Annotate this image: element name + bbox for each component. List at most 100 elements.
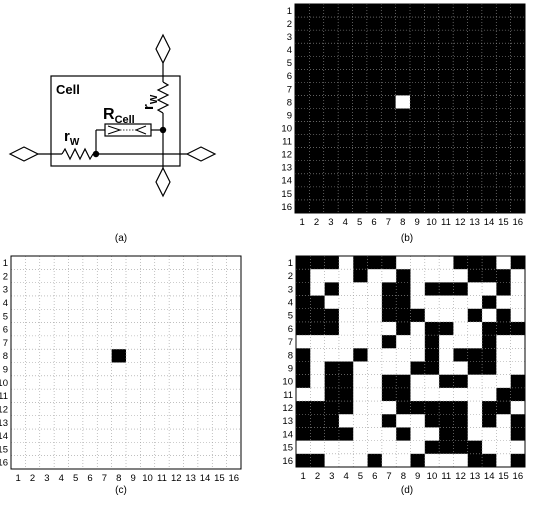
heatmap-cell-d-r5-c12 <box>453 308 469 323</box>
heatmap-cell-c-r7-c14 <box>197 335 213 350</box>
heatmap-cell-c-r10-c7 <box>97 375 112 390</box>
heatmap-cell-d-r2-c9 <box>410 269 426 283</box>
heatmap-cell-d-r12-c10 <box>424 401 440 415</box>
heatmap-cell-c-r14-c5 <box>68 429 84 443</box>
heatmap-cell-b-r4-c6 <box>366 43 382 57</box>
heatmap-cell-b-r8-c6 <box>366 95 382 109</box>
heatmap-cell-c-r13-c15 <box>212 415 227 430</box>
y-tick-label-c: 9 <box>3 365 8 376</box>
heatmap-cell-d-r10-c10 <box>424 374 440 389</box>
heatmap-cell-b-r7-c4 <box>338 82 353 96</box>
heatmap-cell-b-r4-c1 <box>295 43 310 57</box>
heatmap-cell-d-r2-c10 <box>424 269 440 283</box>
heatmap-cell-d-r7-c9 <box>410 335 426 349</box>
heatmap-cell-c-r3-c10 <box>140 282 156 297</box>
heatmap-cell-b-r4-c2 <box>309 43 325 57</box>
heatmap-cell-d-r3-c3 <box>324 282 340 296</box>
heatmap-cell-d-r6-c14 <box>482 321 497 336</box>
heatmap-cell-b-r4-c13 <box>467 43 483 57</box>
heatmap-cell-c-r9-c13 <box>183 362 199 377</box>
heatmap-cell-b-r10-c4 <box>338 121 353 135</box>
heatmap-cell-d-r4-c10 <box>424 295 440 310</box>
heatmap-cell-b-r10-c7 <box>381 121 396 135</box>
heatmap-cell-c-r11-c1 <box>11 389 26 403</box>
heatmap-cell-d-r8-c15 <box>496 348 511 362</box>
heatmap-cell-b-r2-c14 <box>481 17 497 31</box>
heatmap-cell-b-r9-c13 <box>467 108 483 122</box>
heatmap-cell-b-r14-c4 <box>338 173 353 188</box>
y-tick-label-d: 9 <box>288 363 293 374</box>
x-tick-label-c: 12 <box>171 473 182 484</box>
heatmap-cell-d-r10-c16 <box>510 374 526 389</box>
rw-vertical-resistor <box>156 81 170 114</box>
heatmap-cell-c-r11-c15 <box>212 389 227 403</box>
heatmap-cell-d-r16-c2 <box>310 453 325 468</box>
x-tick-label-d: 12 <box>455 471 466 482</box>
heatmap-cell-c-r13-c12 <box>169 415 184 430</box>
circuit-diagram: Cell rW rW RCell <box>8 33 217 198</box>
heatmap-cell-c-r10-c12 <box>169 375 184 390</box>
heatmap-cell-c-r2-c15 <box>212 269 227 283</box>
heatmap-cell-b-r3-c9 <box>410 30 425 44</box>
heatmap-cell-d-r16-c9 <box>410 453 426 468</box>
heatmap-cell-c-r16-c9 <box>126 455 141 470</box>
heatmap-cell-c-r9-c16 <box>226 362 242 377</box>
heatmap-cell-d-r11-c5 <box>353 387 368 402</box>
heatmap-cell-b-r14-c6 <box>366 173 382 188</box>
x-tick-label-c: 2 <box>30 473 35 484</box>
heatmap-cell-c-r16-c7 <box>97 455 112 470</box>
heatmap-cell-d-r14-c11 <box>439 427 454 441</box>
heatmap-cell-c-r5-c13 <box>183 309 199 323</box>
heatmap-cell-d-r7-c6 <box>367 335 383 349</box>
heatmap-cell-b-r13-c4 <box>338 160 353 175</box>
panel-label-b: (b) <box>401 233 413 244</box>
heatmap-cell-c-r15-c1 <box>11 442 26 456</box>
heatmap-cell-b-r4-c11 <box>438 43 454 57</box>
heatmap-cell-c-r11-c4 <box>54 389 69 403</box>
heatmap-cell-b-r10-c9 <box>410 121 425 135</box>
heatmap-cell-d-r1-c4 <box>338 256 354 270</box>
heatmap-cell-d-r13-c10 <box>424 414 440 428</box>
heatmap-cell-d-r13-c2 <box>310 414 325 428</box>
heatmap-cell-b-r8-c7 <box>381 95 396 109</box>
heatmap-cell-c-r5-c3 <box>39 309 55 323</box>
heatmap-cell-b-r2-c9 <box>410 17 425 31</box>
y-tick-label-b: 10 <box>281 123 292 134</box>
heatmap-cell-b-r2-c1 <box>295 17 310 31</box>
heatmap-cell-b-r16-c9 <box>410 199 425 214</box>
heatmap-cell-b-r6-c5 <box>352 69 368 83</box>
heatmap-cell-b-r15-c7 <box>381 186 396 201</box>
heatmap-cell-b-r5-c12 <box>453 56 468 70</box>
heatmap-cell-d-r3-c9 <box>410 282 426 296</box>
heatmap-cell-c-r9-c11 <box>154 362 170 377</box>
x-tick-label-b: 6 <box>371 217 376 228</box>
heatmap-cell-c-r6-c10 <box>140 322 156 337</box>
y-tick-label-c: 5 <box>3 311 8 322</box>
heatmap-cell-b-r16-c15 <box>496 199 511 214</box>
y-tick-label-d: 10 <box>282 377 293 388</box>
heatmap-cell-d-r14-c4 <box>338 427 354 441</box>
heatmap-cell-d-r1-c10 <box>424 256 440 270</box>
heatmap-cell-b-r10-c1 <box>295 121 310 135</box>
heatmap-cell-c-r4-c12 <box>169 295 184 310</box>
heatmap-cell-b-r5-c9 <box>410 56 425 70</box>
heatmap-cell-d-r5-c13 <box>467 308 483 323</box>
heatmap-cell-d-r9-c2 <box>310 361 325 375</box>
heatmap-cell-d-r8-c14 <box>482 348 497 362</box>
heatmap-cell-d-r7-c12 <box>453 335 469 349</box>
x-tick-label-d: 3 <box>329 471 334 482</box>
heatmap-cell-c-r14-c11 <box>154 429 170 443</box>
x-tick-label-d: 2 <box>315 471 320 482</box>
heatmap-cell-b-r2-c12 <box>453 17 468 31</box>
heatmap-cell-c-r11-c16 <box>226 389 242 403</box>
heatmap-cell-d-r1-c13 <box>467 256 483 270</box>
heatmap-cell-b-r5-c8 <box>395 56 411 70</box>
heatmap-cell-c-r11-c12 <box>169 389 184 403</box>
heatmap-cell-d-r12-c14 <box>482 401 497 415</box>
heatmap-cell-c-r9-c3 <box>39 362 55 377</box>
heatmap-cell-b-r9-c8 <box>395 108 411 122</box>
heatmap-cell-b-r8-c15 <box>496 95 511 109</box>
heatmap-cell-b-r14-c2 <box>309 173 325 188</box>
heatmap-cell-d-r2-c8 <box>396 269 411 283</box>
heatmap-cell-d-r14-c14 <box>482 427 497 441</box>
